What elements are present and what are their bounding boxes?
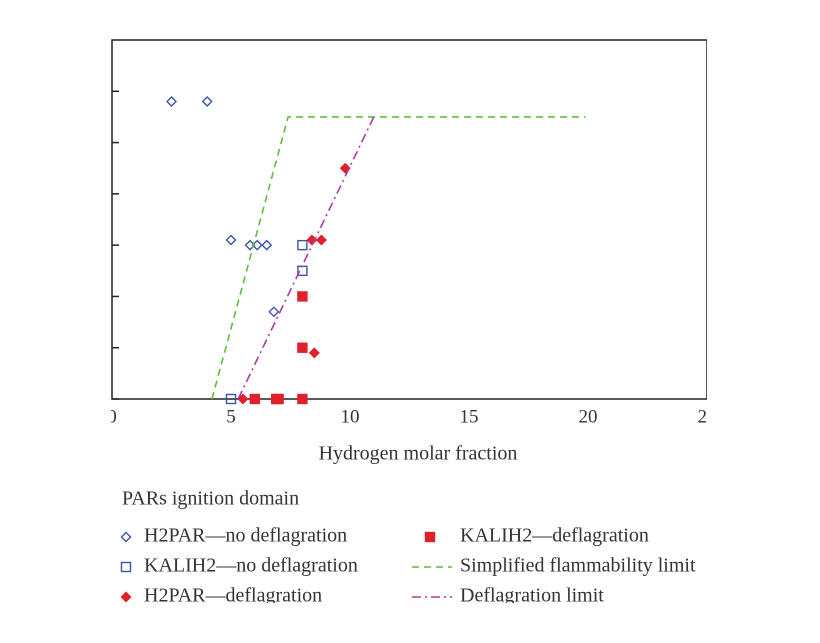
point <box>166 96 177 108</box>
point <box>225 234 237 246</box>
legend-label: Deflagration limit <box>460 585 604 607</box>
legend-label: H2PAR—no deflagration <box>144 525 347 547</box>
point <box>244 239 256 251</box>
x-tick-label: 10 <box>341 406 360 427</box>
point <box>297 265 308 276</box>
point <box>297 239 308 251</box>
point <box>297 393 308 405</box>
x-axis-label: Hydrogen molar fraction <box>319 443 518 465</box>
legend-swatch <box>120 591 132 603</box>
chart-body: Hydrogen molar fraction PARs ignition do… <box>107 39 717 607</box>
limit-line <box>237 116 375 400</box>
legend-label: KALIH2—no deflagration <box>144 555 358 577</box>
legend-swatch <box>120 561 132 573</box>
x-tick-label: 25 <box>698 406 717 427</box>
x-tick-label: 5 <box>226 406 236 427</box>
plot-frame <box>111 39 707 400</box>
x-tick-label: 0 <box>107 406 117 427</box>
legend-label: KALIH2—deflagration <box>460 525 649 547</box>
point <box>297 342 308 353</box>
limit-line <box>211 116 586 400</box>
point <box>268 306 280 318</box>
point <box>315 234 327 246</box>
point <box>297 291 308 302</box>
point <box>273 393 284 405</box>
legend-title: PARs ignition domain <box>122 488 299 510</box>
legend-label: H2PAR—deflagration <box>144 585 322 607</box>
point <box>249 393 261 405</box>
point <box>237 393 249 405</box>
legend-label: Simplified flammability limit <box>460 555 696 577</box>
legend-swatch <box>424 531 436 543</box>
point <box>225 393 237 405</box>
x-tick-label: 20 <box>579 406 598 427</box>
point <box>308 347 320 359</box>
legend-swatch <box>120 531 132 543</box>
x-tick-label: 15 <box>460 406 479 427</box>
point <box>261 239 273 251</box>
point <box>201 96 213 108</box>
